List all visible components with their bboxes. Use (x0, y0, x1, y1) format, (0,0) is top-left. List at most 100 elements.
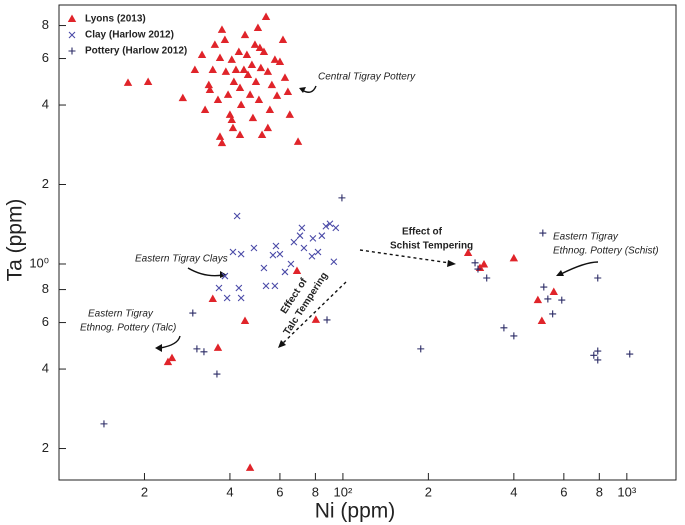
point (248, 113, 258, 122)
point (213, 343, 223, 351)
point (309, 235, 317, 242)
legend-marker (68, 47, 76, 55)
point (549, 310, 557, 318)
point (223, 294, 231, 302)
point (323, 316, 331, 324)
point (227, 55, 236, 63)
annotation: Central Tigray Pottery (318, 72, 416, 83)
point (539, 229, 547, 237)
point (263, 123, 273, 132)
y-tick-label: 6 (42, 314, 49, 329)
legend-label: Pottery (Harlow 2012) (85, 46, 187, 57)
point (330, 258, 338, 266)
point (204, 80, 214, 89)
x-tick-label: 4 (226, 484, 233, 499)
point (254, 95, 264, 103)
point (308, 252, 316, 260)
x-tick-label: 6 (276, 484, 283, 499)
x-tick-label: 10² (334, 484, 353, 499)
point (240, 316, 250, 325)
point (193, 345, 201, 353)
x-axis-label: Ni (ppm) (315, 500, 396, 523)
point (276, 250, 284, 258)
point (332, 224, 340, 232)
point (594, 356, 602, 364)
point (298, 224, 306, 232)
arrowhead (155, 344, 162, 352)
point (549, 287, 558, 296)
point (533, 295, 543, 304)
point (537, 316, 547, 325)
point (245, 463, 255, 471)
annotation: Ethnog. Pottery (Schist) (553, 246, 659, 257)
point (250, 244, 258, 252)
annotation-group: Effect of Talc Tempering (279, 271, 331, 338)
point (217, 138, 227, 147)
point (256, 63, 266, 72)
point (510, 332, 518, 340)
point (272, 91, 282, 99)
point (221, 272, 229, 280)
point (540, 283, 548, 291)
point (235, 83, 245, 92)
point (509, 253, 519, 262)
point (235, 284, 243, 292)
point (250, 40, 260, 48)
annotation: Eastern Tigray (553, 232, 619, 243)
point (270, 55, 280, 63)
point (208, 65, 217, 73)
point (163, 357, 173, 366)
legend-label: Lyons (2013) (85, 14, 146, 25)
point (275, 57, 285, 66)
y-axis-label: Ta (ppm) (4, 199, 27, 282)
arrow (359, 249, 451, 264)
point (272, 242, 280, 250)
point (265, 105, 275, 114)
x-tick-label: 8 (312, 484, 319, 499)
point (100, 420, 108, 428)
point (223, 90, 233, 98)
point (215, 284, 223, 292)
point (471, 259, 479, 267)
point (242, 50, 252, 58)
point (322, 222, 330, 230)
point (338, 194, 346, 202)
arrowhead (299, 87, 306, 93)
point (231, 65, 241, 73)
point (283, 87, 293, 96)
point (296, 232, 304, 240)
annotation: Eastern Tigray (88, 309, 154, 320)
point (253, 23, 263, 32)
point (167, 353, 177, 362)
y-tick-label: 4 (42, 96, 49, 111)
point (213, 95, 223, 103)
point (483, 274, 491, 282)
arrowhead (278, 340, 286, 348)
point (245, 90, 255, 98)
point (267, 80, 277, 89)
point (221, 67, 231, 75)
x-tick-label: 10³ (617, 484, 636, 499)
point (463, 248, 473, 257)
point (215, 53, 225, 61)
point (237, 250, 245, 258)
arrow (281, 281, 347, 345)
point (326, 220, 334, 228)
point (240, 30, 250, 39)
point (200, 105, 210, 114)
point (255, 43, 265, 51)
point (626, 350, 634, 358)
point (247, 60, 257, 69)
point (259, 47, 269, 56)
y-tick-label: 2 (42, 176, 49, 191)
annotation: Eastern Tigray Clays (135, 254, 228, 265)
legend-marker (67, 14, 77, 22)
point (594, 274, 602, 282)
point (215, 132, 225, 140)
point (251, 77, 261, 85)
point (197, 50, 207, 58)
point (123, 78, 133, 86)
point (229, 248, 237, 256)
point (205, 85, 215, 94)
point (237, 294, 245, 302)
